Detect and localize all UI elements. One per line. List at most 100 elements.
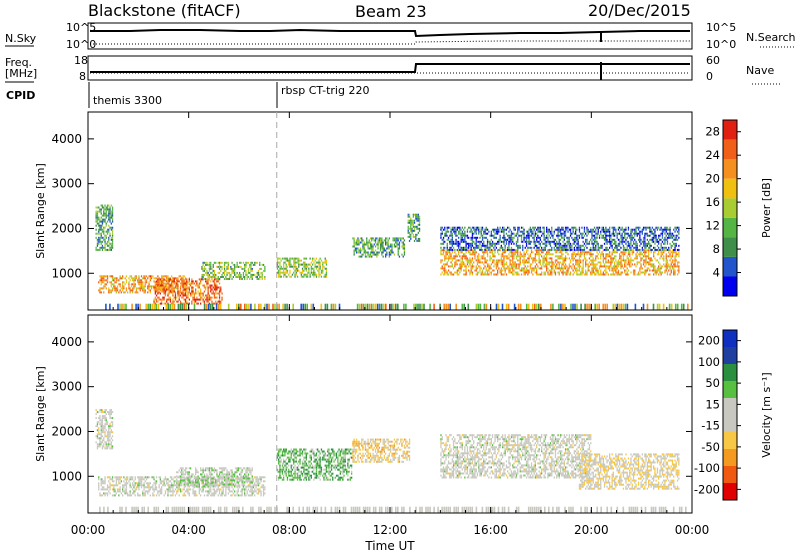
power-cell [609,228,611,231]
velocity-cell [144,480,146,483]
power-cell [228,271,231,274]
velocity-cell [101,494,104,497]
power-cell [148,285,150,288]
power-cell [149,291,151,294]
power-cell [441,232,443,235]
power-cell [600,232,602,235]
power-cell [284,267,286,270]
power-cell [96,222,99,225]
power-cell [385,249,387,252]
power-cell [620,273,622,276]
power-cell [630,271,632,274]
power-cell [614,251,616,254]
power-cell [382,255,384,258]
power-cell [314,259,316,262]
power-cell [319,265,321,268]
power-cell [207,290,209,293]
power-cell [502,248,504,251]
velocity-cell [169,490,172,493]
power-cell [666,248,669,251]
power-cell [650,228,652,231]
power-cell [110,246,112,249]
power-cell [239,278,241,280]
power-cell [217,265,219,268]
power-cell [593,263,596,266]
power-cell [101,281,104,284]
power-cell [476,267,479,270]
power-cell [625,248,627,251]
power-cell [138,281,140,284]
power-cell [590,246,592,249]
power-cell [463,232,465,235]
power-cell [168,277,170,280]
power-cell [504,249,506,252]
power-cell [222,271,224,274]
power-cell [413,229,416,232]
power-cell [416,213,418,216]
power-cell [580,261,582,264]
power-cell [357,243,359,246]
power-cell [303,275,305,278]
power-cell [495,232,497,235]
power-cell [525,259,528,262]
power-cell [615,259,617,262]
power-cell [581,253,583,256]
power-cell [139,285,141,288]
power-cell [536,238,538,241]
power-cell [665,238,667,241]
power-cell [203,278,206,280]
power-ground-cell [139,303,141,310]
power-cell [410,217,412,220]
power-cell [171,288,173,291]
power-cell [568,249,570,252]
power-cell [464,238,466,241]
power-cell [675,259,677,262]
power-cell [133,279,135,282]
power-cell [215,278,217,280]
power-cell [319,273,321,276]
power-cell [111,210,114,213]
power-cell [556,240,558,243]
power-cell [567,226,569,229]
power-cell [626,240,628,243]
power-ground-cell [292,303,294,310]
power-cell [115,287,117,290]
power-cell [101,204,104,207]
power-cell [162,277,164,280]
power-cell [456,269,458,272]
velocity-cell [104,476,106,479]
power-cell [361,249,363,252]
power-cell [195,284,197,287]
velocity-cell [113,494,115,497]
power-cell [539,242,541,245]
power-cell [497,226,499,229]
power-cell [203,261,206,264]
power-cell [480,273,482,276]
velocity-cell [106,484,109,487]
power-cell [106,220,109,223]
power-cell [105,214,107,217]
power-cell [568,246,570,249]
power-cell [602,249,604,252]
power-cell [534,259,536,262]
power-cell [377,251,379,254]
power-ground-cell [320,303,323,310]
power-cell [385,243,387,246]
power-cell [622,253,625,256]
power-cell [597,232,599,235]
power-cell [133,281,135,284]
power-cell [294,275,296,278]
velocity-cell [98,476,100,479]
power-cell [278,261,280,264]
power-cell [359,255,362,258]
power-cell [490,242,492,245]
power-cell [192,280,194,283]
power-cell [133,283,135,286]
power-cell [669,249,671,252]
power-cell [642,226,645,229]
power-cell [191,290,193,293]
power-cell [241,278,243,280]
power-cell [625,265,627,268]
power-cell [293,261,295,264]
power-cell [144,283,146,286]
